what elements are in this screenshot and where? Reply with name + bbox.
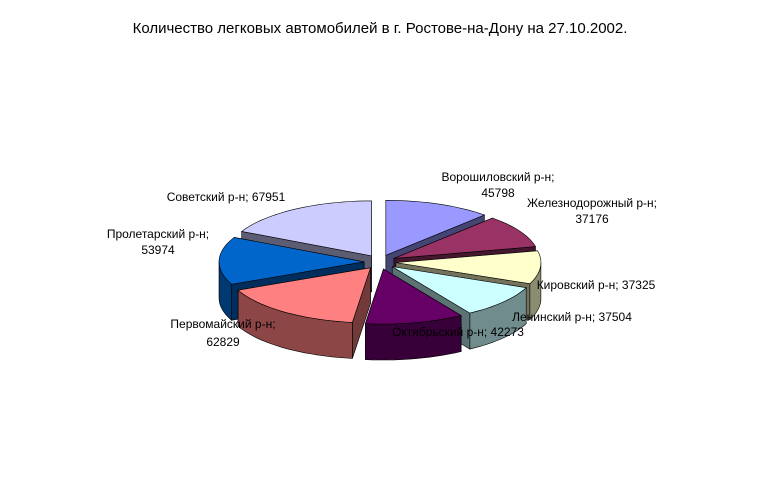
slice-label-line: 62829 xyxy=(206,335,240,349)
slice-label-line: Первомайский р-н; xyxy=(170,317,275,331)
slice-label-5: Первомайский р-н; 62829 xyxy=(170,317,275,349)
slice-label-line: Ленинский р-н; 37504 xyxy=(512,310,632,324)
pie-slice-0 xyxy=(385,199,486,256)
pie-slice-2 xyxy=(395,250,542,285)
slice-label-3: Ленинский р-н; 37504 xyxy=(512,310,632,324)
slice-label-line: Кировский р-н; 37325 xyxy=(537,278,656,292)
slice-label-line: 53974 xyxy=(141,243,175,257)
slice-label-6: Пролетарский р-н; 53974 xyxy=(107,227,209,257)
pie-slice-3 xyxy=(392,266,527,314)
slice-label-line: 37176 xyxy=(575,212,609,226)
pie-slice-6 xyxy=(218,237,365,285)
slice-label-4: Октябрьский р-н; 42273 xyxy=(392,325,524,339)
slice-label-2: Кировский р-н; 37325 xyxy=(537,278,656,292)
slice-label-line: Пролетарский р-н; xyxy=(107,227,209,241)
slice-label-line: 45798 xyxy=(481,186,515,200)
slice-label-1: Железнодорожный р-н; 37176 xyxy=(527,196,657,226)
pie-slice-5 xyxy=(237,267,371,323)
pie-slice-4 xyxy=(364,268,462,325)
slice-label-line: Ворошиловский р-н; xyxy=(441,170,554,184)
pie-slice-7 xyxy=(240,200,372,257)
slice-label-7: Советский р-н; 67951 xyxy=(167,190,286,204)
slice-label-line: Советский р-н; 67951 xyxy=(167,190,286,204)
slice-label-line: Октябрьский р-н; 42273 xyxy=(392,325,524,339)
slice-label-0: Ворошиловский р-н; 45798 xyxy=(441,170,554,200)
chart-title: Количество легковых автомобилей в г. Рос… xyxy=(132,20,628,37)
pie-slice-1 xyxy=(393,217,537,259)
slice-label-line: Железнодорожный р-н; xyxy=(527,196,657,210)
